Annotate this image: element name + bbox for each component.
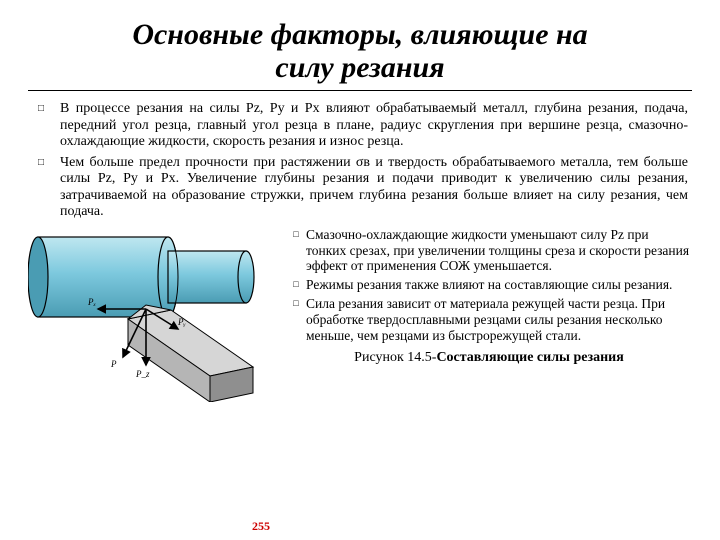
list-item: □ Чем больше предел прочности при растяж… [38,155,688,221]
caption-prefix: Рисунок 14.5- [354,350,436,365]
bullet-marker-icon: □ [286,277,306,292]
bullet-text: В процессе резания на силы Pz, Py и Px в… [60,101,688,151]
right-bullets: □ Смазочно-охлаждающие жидкости уменьшаю… [276,227,692,366]
title-line2: силу резания [275,51,444,84]
list-item: □ В процессе резания на силы Pz, Py и Px… [38,101,688,151]
bullet-text: Смазочно-охлаждающие жидкости уменьшают … [306,227,692,275]
svg-text:P_z: P_z [135,369,150,379]
svg-text:P: P [110,359,117,369]
title-line1: Основные факторы, влияющие на [132,18,587,51]
list-item: □ Сила резания зависит от материала режу… [286,296,692,344]
cutting-forces-diagram: Pₓ Pᵧ P_z P [28,227,276,402]
list-item: □ Смазочно-охлаждающие жидкости уменьшаю… [286,227,692,275]
caption-bold: Составляющие силы резания [436,350,623,365]
svg-text:Pᵧ: Pᵧ [177,317,186,327]
figure-caption: Рисунок 14.5-Составляющие силы резания [286,350,692,366]
bullet-marker-icon: □ [286,227,306,242]
bullet-text: Сила резания зависит от материала режуще… [306,296,692,344]
list-item: □ Режимы резания также влияют на составл… [286,277,692,293]
bullet-text: Режимы резания также влияют на составляю… [306,277,672,293]
page-number: 255 [252,519,270,534]
bullet-marker-icon: □ [38,101,60,117]
bullet-text: Чем больше предел прочности при растяжен… [60,155,688,221]
bullet-marker-icon: □ [286,296,306,311]
bullet-marker-icon: □ [38,155,60,171]
top-bullets: □ В процессе резания на силы Pz, Py и Px… [28,101,692,221]
svg-text:Pₓ: Pₓ [87,297,96,307]
slide-title: Основные факторы, влияющие на силу резан… [28,18,692,91]
